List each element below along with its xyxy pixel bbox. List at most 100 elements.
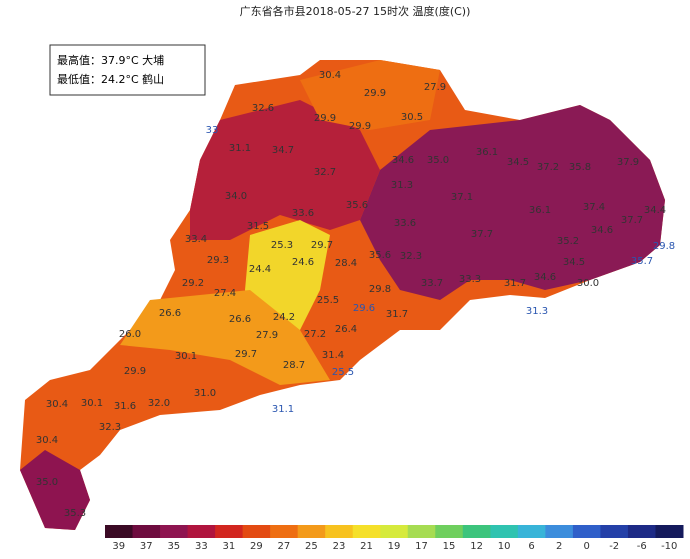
legend-swatch [187,525,216,538]
station-temp: 29.7 [311,240,333,251]
legend-swatch [435,525,464,538]
legend-tick-label: 29 [250,541,263,552]
station-temp: 37.4 [583,202,605,213]
station-temp: 27.9 [256,330,278,341]
station-temp: 24.6 [292,257,314,268]
province-map [20,60,665,530]
legend-tick-label: 12 [470,541,483,552]
legend-tick-label: 23 [333,541,346,552]
legend-tick-label: 39 [112,541,125,552]
legend-tick-label: 33 [195,541,208,552]
station-temp: 29.9 [364,88,386,99]
legend-tick-label: 2 [556,541,562,552]
station-temp: 29.9 [314,113,336,124]
station-temp: 34.5 [563,257,585,268]
station-temp: 37.7 [621,215,643,226]
legend-swatch [545,525,574,538]
station-temp: 24.4 [249,264,271,275]
station-temp: 36.1 [529,205,551,216]
region [245,220,330,330]
station-temp: 30.0 [577,278,599,289]
station-temp: 36.1 [476,147,498,158]
min-value: 最低值：24.2°C 鹤山 [57,72,164,86]
region [360,105,665,300]
station-temp: 30.4 [46,399,68,410]
station-temp: 33.4 [185,234,207,245]
station-temp: 32.0 [148,398,170,409]
legend-swatch [215,525,244,538]
legend-swatch [270,525,299,538]
station-temp: 28.7 [283,360,305,371]
station-temp: 25.5 [332,367,354,378]
station-temp: 33.3 [459,274,481,285]
station-temp: 35.0 [36,477,58,488]
station-temp: 32.3 [99,422,121,433]
region [190,100,380,240]
station-temp: 32.3 [400,251,422,262]
station-temp: 34.5 [507,157,529,168]
station-temp: 31.5 [247,221,269,232]
station-temp: 26.0 [119,329,141,340]
station-temp: 27.9 [424,82,446,93]
station-temp: 31.3 [526,306,548,317]
station-temp: 30.5 [401,112,423,123]
legend-swatch [572,525,601,538]
station-temp: 33.6 [292,208,314,219]
legend-swatch [132,525,161,538]
legend-swatch [242,525,271,538]
station-temp: 29.6 [353,303,375,314]
region [300,60,440,130]
station-temp: 33.6 [394,218,416,229]
station-temp: 35.2 [557,236,579,247]
legend-swatch [407,525,436,538]
station-temp: 30.4 [319,70,341,81]
legend-tick-label: 17 [415,541,428,552]
station-temp: 35.6 [369,250,391,261]
station-temp: 35.8 [569,162,591,173]
station-temp: 30.1 [175,351,197,362]
legend-tick-label: 25 [305,541,318,552]
info-box: 最高值：37.9°C 大埔 最低值：24.2°C 鹤山 [49,44,206,96]
station-temp: 25.3 [271,240,293,251]
station-temp: 26.6 [229,314,251,325]
station-temp: 30.4 [36,435,58,446]
legend-tick-label: 15 [443,541,456,552]
legend-tick-label: -2 [609,541,619,552]
station-temp: 24.2 [273,312,295,323]
legend-swatch [627,525,656,538]
legend-swatch [325,525,354,538]
station-temp: 35.6 [346,200,368,211]
station-temp: 35.7 [631,256,653,267]
station-temp: 31.1 [272,404,294,415]
station-temp: 29.8 [369,284,391,295]
station-labels: 30.4 27.9 29.9 32.6 29.9 29.9 30.5 33 31.1 34.7 34… [36,70,675,519]
legend-tick-label: 37 [140,541,153,552]
station-temp: 27.2 [304,329,326,340]
color-legend: 39 37 35 33 31 29 27 25 23 21 19 17 15 12 10 6 2 0 -2 -6 -10 [105,525,684,552]
station-temp: 29.9 [124,366,146,377]
station-temp: 34.6 [534,272,556,283]
legend-swatch [380,525,409,538]
station-temp: 30.1 [81,398,103,409]
station-temp: 33 [206,125,219,136]
legend-swatch [655,525,684,538]
legend-tick-label: 10 [498,541,511,552]
legend-tick-label: 0 [583,541,589,552]
station-temp: 34.4 [644,205,666,216]
station-temp: 31.1 [229,143,251,154]
station-temp: 33.7 [421,278,443,289]
station-temp: 31.4 [322,350,344,361]
region [120,290,330,385]
station-temp: 29.3 [207,255,229,266]
legend-tick-label: 35 [167,541,180,552]
legend-tick-label: 21 [360,541,373,552]
region [20,450,90,530]
station-temp: 34.6 [392,155,414,166]
legend-tick-label: 6 [528,541,534,552]
station-temp: 35.3 [64,508,86,519]
legend-tick-label: -6 [637,541,647,552]
legend-swatch [352,525,381,538]
station-temp: 29.7 [235,349,257,360]
station-temp: 25.5 [317,295,339,306]
legend-tick-label: 27 [278,541,291,552]
